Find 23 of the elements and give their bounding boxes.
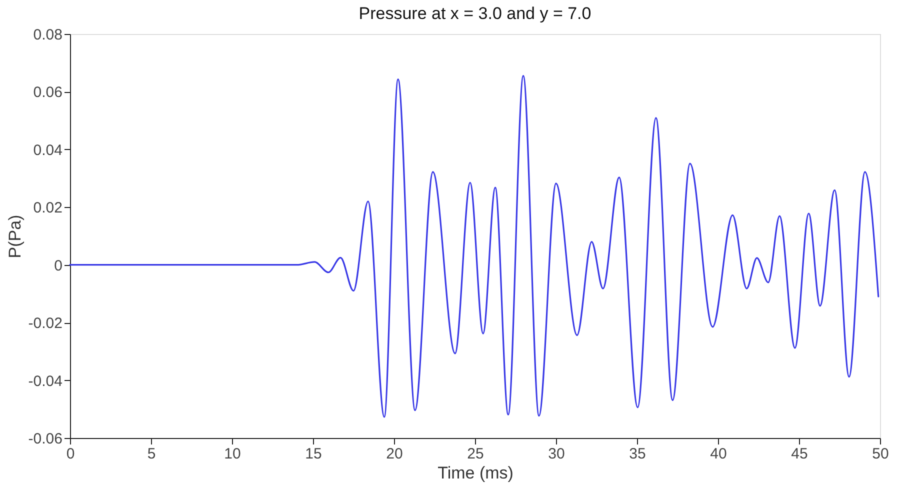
y-tick-label: 0.04 bbox=[33, 142, 62, 159]
x-tick-label: 25 bbox=[467, 446, 484, 462]
y-tick-label: -0.04 bbox=[28, 372, 62, 390]
x-tick-label: 15 bbox=[305, 446, 322, 462]
x-tick-label: 35 bbox=[629, 446, 646, 462]
y-tick-label: 0.08 bbox=[33, 26, 62, 44]
x-tick-label: 50 bbox=[872, 446, 889, 462]
y-tick-label: 0.02 bbox=[33, 200, 62, 217]
x-tick-label: 5 bbox=[147, 446, 156, 462]
x-tick-label: 0 bbox=[66, 446, 75, 462]
y-tick-label: -0.02 bbox=[28, 315, 62, 332]
x-tick-label: 20 bbox=[386, 446, 403, 462]
x-axis-title: Time (ms) bbox=[438, 464, 514, 482]
y-tick-label: 0.06 bbox=[33, 84, 62, 102]
x-tick-label: 10 bbox=[224, 446, 241, 462]
y-tick-label: 0 bbox=[54, 257, 62, 274]
y-axis-title: P(Pa) bbox=[5, 214, 24, 258]
x-tick-label: 30 bbox=[548, 446, 565, 462]
line-series bbox=[69, 75, 880, 418]
chart-title: Pressure at x = 3.0 and y = 7.0 bbox=[358, 4, 592, 23]
x-tick-label: 45 bbox=[791, 446, 808, 462]
y-tick-label: -0.06 bbox=[28, 430, 62, 448]
x-tick-label: 40 bbox=[710, 446, 727, 462]
